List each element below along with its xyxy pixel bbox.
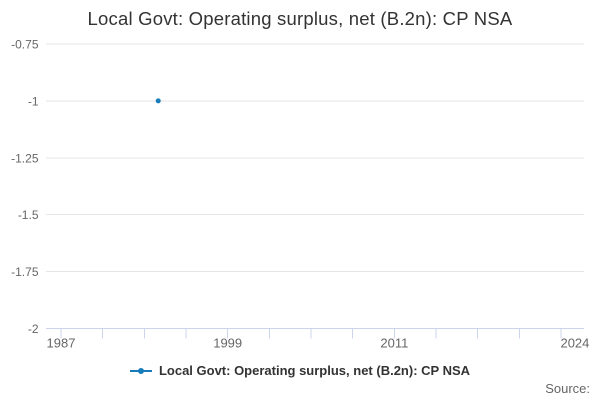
x-axis-label: 1999 <box>213 336 242 351</box>
y-axis-label: -0.75 <box>11 38 39 52</box>
y-axis-label: -2 <box>28 322 39 336</box>
legend-item[interactable]: Local Govt: Operating surplus, net (B.2n… <box>0 363 600 378</box>
plot-area: -0.75 -1 -1.25 -1.5 -1.75 -2 1987 1999 2011 2024 <box>11 38 589 351</box>
x-axis-label: 2011 <box>380 336 408 351</box>
chart-title: Local Govt: Operating surplus, net (B.2n… <box>87 8 513 29</box>
source-label: Source: <box>545 381 590 396</box>
data-point[interactable] <box>155 98 161 104</box>
y-axis-label: -1.75 <box>11 265 39 279</box>
x-axis-label: 1987 <box>47 336 76 351</box>
legend-label: Local Govt: Operating surplus, net (B.2n… <box>158 363 471 378</box>
y-axis-label: -1.5 <box>18 208 39 222</box>
x-axis-label: 2024 <box>560 336 589 351</box>
y-axis-label: -1.25 <box>11 151 39 165</box>
legend-marker-icon <box>129 367 152 374</box>
y-axis-label: -1 <box>28 94 39 108</box>
